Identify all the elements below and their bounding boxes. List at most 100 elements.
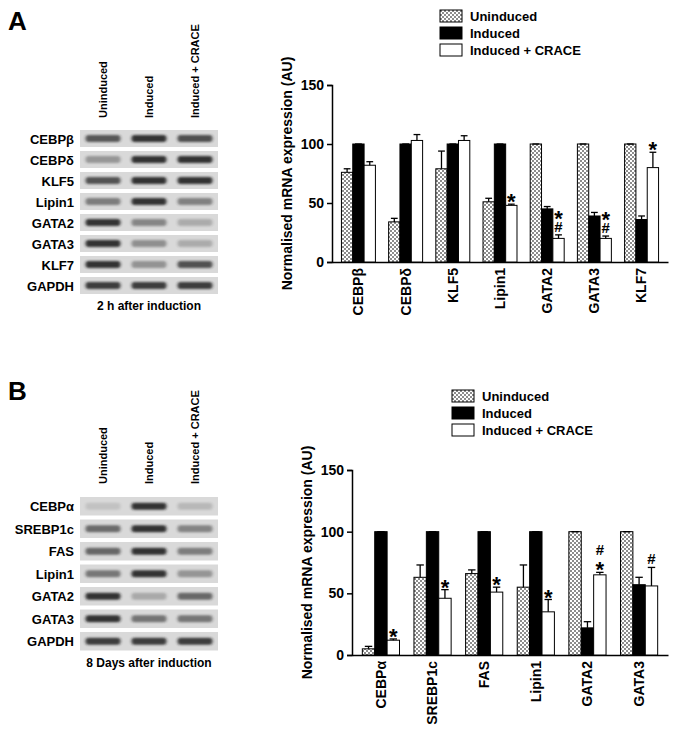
gel-band (178, 135, 213, 142)
legend-label: Induced + CRACE (482, 423, 593, 438)
gel-band (86, 135, 121, 142)
bar (553, 238, 564, 262)
error-cap (480, 531, 487, 532)
y-tick-label: 150 (321, 462, 345, 478)
gel: UninducedInducedInduced + CRACECEBPβCEBP… (27, 24, 218, 313)
error-bar (402, 144, 409, 145)
gel-band (86, 177, 121, 184)
bar (581, 628, 593, 655)
error-cap (584, 621, 591, 622)
error-bar (365, 646, 372, 648)
y-axis-line (327, 86, 333, 263)
error-cap (580, 143, 587, 144)
legend: UninducedInducedInduced + CRACE (452, 389, 593, 438)
x-tick: CEBPβ (350, 262, 366, 315)
lane-label: Uninduced (97, 427, 109, 484)
gel-band (86, 219, 121, 226)
legend-item: Induced (452, 406, 532, 421)
x-tick: GATA3 (631, 655, 647, 706)
plot-area (362, 532, 657, 655)
bar (625, 144, 636, 262)
significance-marker: # (554, 218, 563, 235)
gel-caption: 8 Days after induction (86, 656, 211, 670)
gel-band (178, 615, 213, 622)
y-axis: 050100150 (301, 77, 333, 270)
error-bar (344, 169, 351, 173)
gel-band (132, 282, 167, 289)
error-bar (635, 577, 642, 584)
legend-swatch (452, 390, 474, 402)
legend: UninducedInducedInduced + CRACE (440, 9, 581, 58)
bar (530, 532, 542, 655)
lane-label: Uninduced (97, 61, 109, 118)
gel-band (178, 198, 213, 205)
error-cap (438, 150, 445, 151)
bar (353, 144, 364, 262)
error-cap (402, 143, 409, 144)
y-axis-line (347, 471, 353, 656)
y-tick-mark (327, 262, 332, 264)
x-tick: GATA2 (579, 655, 595, 706)
error-cap (532, 531, 539, 532)
y-tick-mark (347, 655, 352, 657)
gel-row-label: FAS (49, 544, 75, 559)
y-tick-label: 100 (321, 524, 345, 540)
y-axis-title: Normalised mRNA expression (AU) (279, 57, 295, 291)
error-cap (391, 218, 398, 219)
gel-caption: 2 h after induction (97, 299, 201, 313)
panel-label: B (8, 376, 27, 406)
error-bar (416, 565, 423, 577)
gel-band (86, 593, 121, 600)
gel-band (132, 593, 167, 600)
bar (478, 532, 490, 655)
gel-band (132, 219, 167, 226)
gel-band (178, 282, 213, 289)
bar (490, 592, 502, 655)
gel-row-label: GATA2 (32, 216, 74, 231)
gel-row-label: CEBPβ (30, 132, 74, 147)
gel-strip (80, 151, 218, 168)
gel-row-label: SREBP1c (15, 522, 74, 537)
gel-strip (80, 632, 218, 651)
gel-row-label: KLF5 (42, 174, 75, 189)
gel-band (86, 570, 121, 577)
legend-label: Induced (482, 406, 532, 421)
error-cap (532, 143, 539, 144)
x-tick: FAS (476, 655, 492, 688)
panel: AUninducedInducedInduced + CRACECEBPβCEB… (8, 6, 669, 315)
bar (542, 209, 553, 262)
y-tick: 100 (301, 136, 332, 152)
error-cap (416, 564, 423, 565)
bar (577, 144, 588, 262)
bar (600, 238, 611, 262)
legend-label: Induced + CRACE (470, 43, 581, 58)
error-bar (520, 565, 527, 587)
error-line (416, 135, 417, 141)
error-cap (355, 143, 362, 144)
x-tick: KLF5 (445, 262, 461, 303)
y-tick-label: 50 (328, 585, 344, 601)
error-line (420, 565, 421, 577)
significance-marker: * (544, 585, 553, 610)
bar (436, 169, 447, 262)
gel-band (178, 593, 213, 600)
error-bar (485, 198, 492, 202)
y-tick-mark (327, 144, 332, 146)
error-cap (365, 646, 372, 647)
gel-strip (80, 565, 218, 584)
bar (647, 168, 658, 262)
error-bar (584, 622, 591, 628)
gel-row-label: KLF7 (42, 258, 75, 273)
x-tick: CEBPδ (398, 262, 414, 315)
bar (645, 586, 657, 655)
panel: BUninducedInducedInduced + CRACECEBPαSRE… (8, 376, 669, 725)
legend-item: Induced + CRACE (452, 423, 593, 438)
bar (426, 532, 438, 655)
gel-strip (80, 610, 218, 629)
significance-marker: # (596, 541, 605, 558)
error-bar (555, 235, 562, 239)
error-line (441, 151, 442, 169)
gel-strip (80, 542, 218, 561)
gel-band (178, 219, 213, 226)
error-cap (468, 569, 475, 570)
